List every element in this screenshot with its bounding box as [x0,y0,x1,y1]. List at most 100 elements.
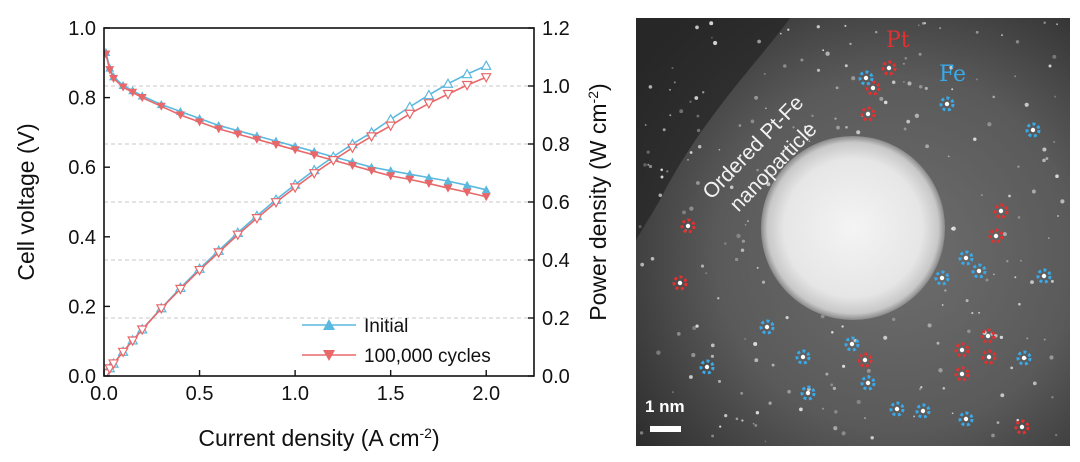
atom-speckle [941,304,944,306]
x-tick-label: 0.5 [186,383,214,405]
power-marker-initial [423,89,435,100]
pt-atom-marker [1014,419,1030,435]
power-marker-cycles [404,109,416,120]
atom-speckle [892,317,896,322]
fe-atom-marker [915,403,931,419]
voltage-marker-initial [405,169,415,178]
voltage-marker-cycles [386,172,396,181]
voltage-marker-cycles [175,111,185,120]
atom-speckle [755,411,760,415]
power-line-cycles [105,76,487,374]
voltage-marker-initial [386,166,396,175]
atom-speckle [835,86,839,90]
atom-speckle [1017,216,1021,219]
atom-speckle [874,30,878,34]
pt-atom-marker-core [959,371,965,377]
atom-speckle [821,407,825,410]
pt-atom-marker [857,352,873,368]
atom-speckle [702,91,705,94]
atom-speckle [820,314,825,319]
power-marker-cycles [108,359,120,370]
atom-speckle [646,150,650,154]
power-marker-cycles [136,325,148,336]
atom-speckle [1014,75,1017,78]
atom-speckle [705,272,708,275]
atom-speckle [914,113,920,118]
atom-speckle [1024,102,1029,107]
atom-speckle [913,415,916,418]
haadf-micrograph: Pt Fe Ordered Pt-Fe nanoparticle 1 nm [636,18,1070,446]
voltage-marker-initial [481,185,491,194]
atom-speckle [991,433,995,438]
atom-speckle [658,193,663,197]
atom-speckle [1001,34,1003,36]
atom-speckle [864,417,866,420]
atom-speckle [1056,23,1059,26]
voltage-marker-cycles [443,184,453,193]
fe-atom-marker-core [800,354,806,360]
voltage-marker-cycles [156,102,166,111]
atom-speckle [671,391,674,394]
atom-speckle [925,144,930,149]
power-marker-cycles [251,214,263,224]
atom-speckle [648,164,653,169]
atom-speckle [647,163,650,166]
y-left-tick-label: 0.0 [68,366,96,388]
atom-speckle [679,109,684,114]
atom-speckle [825,51,830,56]
fe-atom-marker-core [894,406,900,412]
legend-item-initial: Initial [302,316,408,337]
fe-atom-marker [860,375,876,391]
plot-area [104,47,492,376]
fe-atom-marker [858,70,874,86]
atom-speckle [1014,276,1017,279]
atom-speckle [951,226,956,231]
power-marker-cycles [327,156,339,166]
atom-speckle [830,383,834,387]
y-left-tick-label: 0.6 [68,157,96,179]
atom-speckle [816,68,821,72]
atom-speckle [1015,40,1020,44]
label-fe: Fe [939,62,966,87]
y-right-tick-label: 1.0 [542,76,570,98]
fe-atom-marker-core [920,408,926,414]
atom-speckle [689,100,692,104]
atom-speckle [768,401,772,405]
atom-speckle [1045,157,1049,160]
atom-speckle [800,58,804,62]
fe-atom-marker [1036,268,1052,284]
atom-speckle [917,24,920,27]
fe-atom-marker-core [963,255,969,261]
fe-atom-marker [934,270,950,286]
atom-speckle [1050,279,1054,283]
x-tick-label: 1.0 [281,383,309,405]
y-left-tick-label: 0.4 [68,227,96,249]
fe-atom-marker-core [805,390,811,396]
pt-atom-marker [988,228,1004,244]
atom-speckle [671,66,674,70]
atom-speckle [648,85,653,89]
power-marker-cycles [385,121,397,132]
power-marker-cycles [346,143,358,154]
y-right-tick-label: 0.0 [542,366,570,388]
fe-atom-marker-core [704,364,710,370]
voltage-marker-cycles [118,83,128,92]
atom-speckle [735,417,739,421]
pt-atom-marker-core [862,357,868,363]
fe-atom-marker [939,96,955,112]
atom-speckle [918,84,923,89]
atom-speckle [643,163,647,167]
atom-speckle [1010,366,1014,370]
atom-speckle [688,375,693,379]
atom-speckle [729,185,734,190]
power-marker-cycles [289,183,301,194]
atom-speckle [1055,174,1059,179]
atom-speckle [754,358,759,363]
atom-speckle [1031,189,1036,194]
fe-atom-marker-core [939,275,945,281]
atom-speckle [844,64,848,68]
pt-atom-marker [954,342,970,358]
fe-atom-marker [800,385,816,401]
atom-speckle [696,128,701,133]
atom-speckle [996,421,1000,424]
